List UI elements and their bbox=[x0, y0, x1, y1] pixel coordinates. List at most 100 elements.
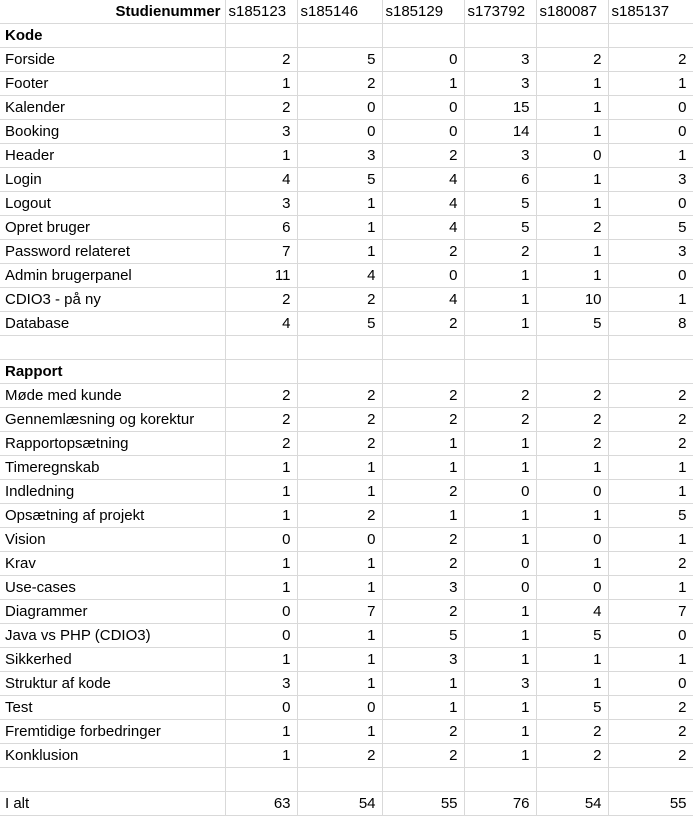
value-cell[interactable] bbox=[297, 359, 383, 384]
value-cell[interactable]: 1 bbox=[225, 743, 298, 768]
value-cell[interactable]: 3 bbox=[464, 47, 537, 72]
value-cell[interactable]: 1 bbox=[464, 431, 537, 456]
value-cell[interactable]: 3 bbox=[225, 671, 298, 696]
value-cell[interactable]: 1 bbox=[608, 647, 693, 672]
value-cell[interactable]: 1 bbox=[536, 455, 609, 480]
value-cell[interactable]: 0 bbox=[608, 95, 693, 120]
value-cell[interactable]: 3 bbox=[608, 239, 693, 264]
value-cell[interactable]: 2 bbox=[382, 143, 465, 168]
value-cell[interactable]: 1 bbox=[464, 311, 537, 336]
value-cell[interactable]: 1 bbox=[297, 671, 383, 696]
value-cell[interactable]: 2 bbox=[297, 383, 383, 408]
value-cell[interactable]: 1 bbox=[464, 719, 537, 744]
value-cell[interactable]: 2 bbox=[382, 239, 465, 264]
value-cell[interactable]: 76 bbox=[464, 791, 537, 816]
row-label-cell[interactable] bbox=[0, 767, 226, 792]
value-cell[interactable] bbox=[297, 335, 383, 360]
value-cell[interactable]: 1 bbox=[608, 575, 693, 600]
value-cell[interactable]: 2 bbox=[382, 383, 465, 408]
value-cell[interactable]: 2 bbox=[225, 287, 298, 312]
value-cell[interactable]: 1 bbox=[225, 503, 298, 528]
value-cell[interactable]: 1 bbox=[382, 431, 465, 456]
value-cell[interactable]: 4 bbox=[225, 311, 298, 336]
value-cell[interactable]: 6 bbox=[225, 215, 298, 240]
value-cell[interactable]: 1 bbox=[225, 551, 298, 576]
student-header-cell[interactable]: s173792 bbox=[464, 0, 537, 24]
value-cell[interactable]: 2 bbox=[382, 479, 465, 504]
value-cell[interactable]: 1 bbox=[464, 599, 537, 624]
value-cell[interactable]: 5 bbox=[536, 695, 609, 720]
value-cell[interactable]: 4 bbox=[382, 287, 465, 312]
value-cell[interactable]: 2 bbox=[464, 383, 537, 408]
value-cell[interactable]: 2 bbox=[536, 407, 609, 432]
value-cell[interactable]: 3 bbox=[464, 71, 537, 96]
value-cell[interactable]: 1 bbox=[297, 239, 383, 264]
value-cell[interactable]: 3 bbox=[225, 119, 298, 144]
value-cell[interactable]: 4 bbox=[382, 167, 465, 192]
value-cell[interactable] bbox=[382, 359, 465, 384]
student-header-cell[interactable]: s180087 bbox=[536, 0, 609, 24]
value-cell[interactable]: 6 bbox=[464, 167, 537, 192]
value-cell[interactable]: 1 bbox=[464, 695, 537, 720]
value-cell[interactable]: 63 bbox=[225, 791, 298, 816]
value-cell[interactable]: 0 bbox=[297, 695, 383, 720]
row-label-cell[interactable]: Timeregnskab bbox=[0, 455, 226, 480]
value-cell[interactable]: 2 bbox=[608, 431, 693, 456]
value-cell[interactable]: 2 bbox=[382, 407, 465, 432]
row-label-cell[interactable]: Use-cases bbox=[0, 575, 226, 600]
value-cell[interactable]: 2 bbox=[464, 239, 537, 264]
value-cell[interactable]: 4 bbox=[382, 215, 465, 240]
value-cell[interactable]: 55 bbox=[382, 791, 465, 816]
value-cell[interactable] bbox=[225, 23, 298, 48]
value-cell[interactable]: 1 bbox=[297, 215, 383, 240]
value-cell[interactable]: 1 bbox=[464, 743, 537, 768]
value-cell[interactable]: 2 bbox=[297, 503, 383, 528]
value-cell[interactable]: 10 bbox=[536, 287, 609, 312]
value-cell[interactable]: 11 bbox=[225, 263, 298, 288]
value-cell[interactable]: 2 bbox=[382, 743, 465, 768]
value-cell[interactable]: 14 bbox=[464, 119, 537, 144]
value-cell[interactable]: 1 bbox=[464, 263, 537, 288]
row-label-cell[interactable]: Fremtidige forbedringer bbox=[0, 719, 226, 744]
value-cell[interactable]: 1 bbox=[225, 575, 298, 600]
value-cell[interactable]: 0 bbox=[536, 575, 609, 600]
row-label-cell[interactable]: Logout bbox=[0, 191, 226, 216]
value-cell[interactable]: 0 bbox=[464, 575, 537, 600]
value-cell[interactable]: 3 bbox=[382, 575, 465, 600]
value-cell[interactable] bbox=[464, 335, 537, 360]
value-cell[interactable]: 1 bbox=[297, 551, 383, 576]
value-cell[interactable]: 1 bbox=[382, 671, 465, 696]
value-cell[interactable]: 2 bbox=[536, 719, 609, 744]
value-cell[interactable]: 3 bbox=[608, 167, 693, 192]
value-cell[interactable] bbox=[225, 335, 298, 360]
value-cell[interactable]: 2 bbox=[536, 47, 609, 72]
value-cell[interactable]: 0 bbox=[536, 143, 609, 168]
value-cell[interactable]: 0 bbox=[536, 527, 609, 552]
value-cell[interactable]: 2 bbox=[536, 431, 609, 456]
student-header-cell[interactable]: s185129 bbox=[382, 0, 465, 24]
value-cell[interactable]: 54 bbox=[536, 791, 609, 816]
value-cell[interactable]: 0 bbox=[608, 263, 693, 288]
value-cell[interactable]: 2 bbox=[225, 47, 298, 72]
row-label-cell[interactable]: Opret bruger bbox=[0, 215, 226, 240]
value-cell[interactable]: 1 bbox=[608, 71, 693, 96]
value-cell[interactable]: 1 bbox=[536, 119, 609, 144]
value-cell[interactable]: 1 bbox=[536, 671, 609, 696]
value-cell[interactable]: 1 bbox=[608, 287, 693, 312]
value-cell[interactable]: 2 bbox=[608, 383, 693, 408]
row-label-cell[interactable]: Struktur af kode bbox=[0, 671, 226, 696]
value-cell[interactable]: 5 bbox=[297, 47, 383, 72]
value-cell[interactable]: 2 bbox=[225, 431, 298, 456]
value-cell[interactable]: 1 bbox=[382, 455, 465, 480]
value-cell[interactable]: 5 bbox=[536, 311, 609, 336]
value-cell[interactable]: 1 bbox=[464, 287, 537, 312]
value-cell[interactable]: 5 bbox=[382, 623, 465, 648]
value-cell[interactable]: 2 bbox=[608, 743, 693, 768]
section-label-cell[interactable]: Kode bbox=[0, 23, 226, 48]
value-cell[interactable]: 0 bbox=[382, 47, 465, 72]
value-cell[interactable]: 1 bbox=[297, 479, 383, 504]
value-cell[interactable]: 0 bbox=[536, 479, 609, 504]
value-cell[interactable]: 2 bbox=[382, 599, 465, 624]
value-cell[interactable]: 7 bbox=[297, 599, 383, 624]
row-label-cell[interactable]: Kalender bbox=[0, 95, 226, 120]
